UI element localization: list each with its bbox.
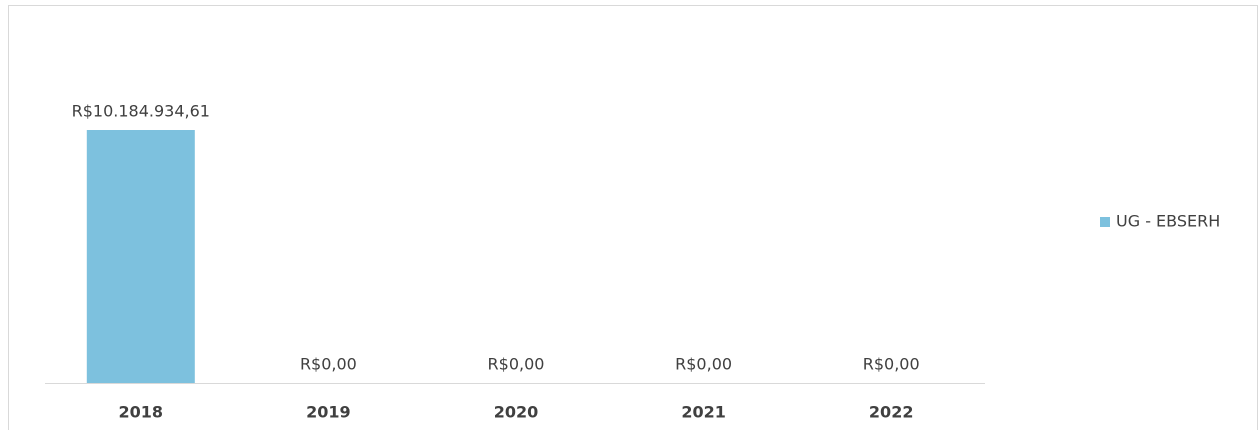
legend-swatch: [1100, 217, 1110, 227]
x-tick-label: 2020: [494, 403, 539, 422]
data-label: R$0,00: [488, 355, 545, 374]
x-tick-label: 2022: [869, 403, 914, 422]
data-label: R$0,00: [675, 355, 732, 374]
legend-label: UG - EBSERH: [1116, 212, 1220, 231]
x-tick-label: 2021: [681, 403, 726, 422]
x-tick-label: 2018: [119, 403, 164, 422]
data-label: R$0,00: [863, 355, 920, 374]
bar: [86, 130, 195, 383]
data-label: R$10.184.934,61: [72, 102, 210, 121]
data-label: R$0,00: [300, 355, 357, 374]
chart-border: [8, 5, 1258, 430]
x-tick-label: 2019: [306, 403, 351, 422]
